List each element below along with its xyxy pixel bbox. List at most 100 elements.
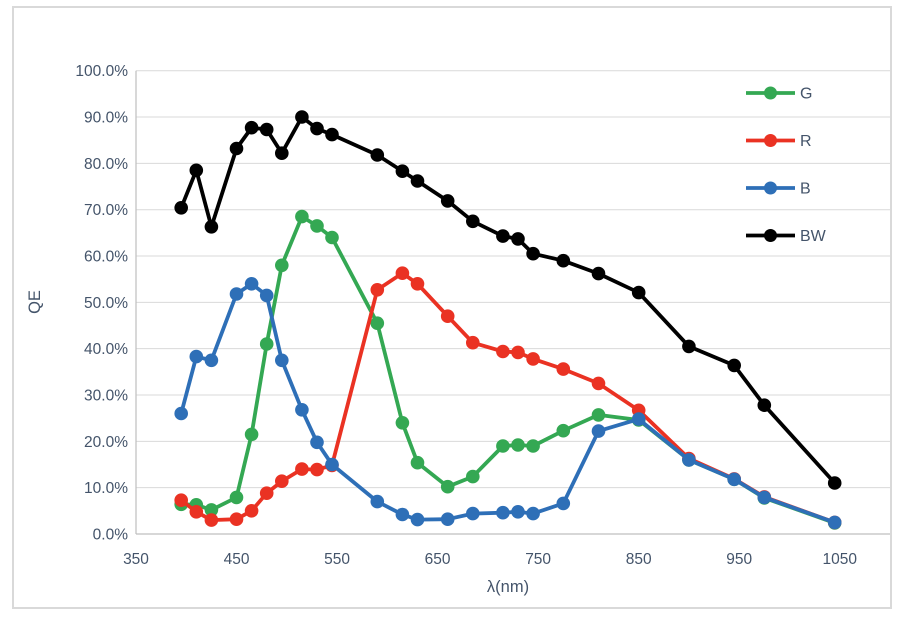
series-G-marker <box>511 438 525 452</box>
series-B-marker <box>204 353 219 368</box>
series-B-marker <box>556 496 571 511</box>
series-BW-marker <box>174 201 188 215</box>
series-B-marker <box>259 288 274 303</box>
series-B-marker <box>631 412 646 426</box>
series-BW-marker <box>727 358 741 373</box>
series-B-marker <box>229 287 244 301</box>
x-tick-label: 350 <box>123 551 149 568</box>
series-B-marker <box>395 507 410 522</box>
series-G-marker <box>496 439 510 453</box>
legend-marker-icon <box>764 134 777 147</box>
series-R-marker <box>204 513 219 527</box>
series-BW-marker <box>526 246 540 261</box>
legend-label: G <box>800 86 812 103</box>
x-tick-label: 950 <box>726 551 752 568</box>
series-R-marker <box>440 309 455 324</box>
series-BW-marker <box>259 122 274 137</box>
series-G-marker <box>370 316 385 331</box>
series-BW-marker <box>204 220 219 234</box>
x-tick-label: 750 <box>525 551 551 568</box>
series-B-marker <box>466 506 480 521</box>
series-R-marker <box>275 474 289 489</box>
series-BW-marker <box>440 194 455 208</box>
series-B-marker <box>189 349 204 364</box>
series-R-marker <box>310 462 324 477</box>
series-BW-marker <box>591 266 606 281</box>
series-B-marker <box>310 435 324 450</box>
y-tick-label: 0.0% <box>93 527 129 544</box>
series-R-marker <box>295 462 309 476</box>
series-R-marker <box>174 493 188 508</box>
series-G-marker <box>395 416 410 430</box>
legend-label: R <box>800 133 812 150</box>
series-G-marker <box>244 427 259 442</box>
series-G-marker <box>229 490 244 505</box>
series-BW-marker <box>631 285 646 300</box>
series-BW-marker <box>189 163 204 178</box>
series-B-marker <box>295 403 309 417</box>
series-G-marker <box>440 479 455 494</box>
y-tick-label: 90.0% <box>84 110 128 127</box>
series-R-marker <box>189 505 204 519</box>
y-tick-label: 100.0% <box>75 63 128 80</box>
series-B-marker <box>526 506 540 521</box>
series-BW-marker <box>466 214 480 229</box>
series-R-marker <box>591 376 606 391</box>
series-BW <box>174 110 842 490</box>
series-B-marker <box>496 505 510 520</box>
series-B-marker <box>591 424 606 438</box>
series-BW-marker <box>310 121 324 136</box>
series-B-marker <box>511 505 525 519</box>
series-G-marker <box>526 439 540 453</box>
series-B-marker <box>410 512 425 527</box>
series-G-marker <box>466 469 480 484</box>
legend-marker-icon <box>764 181 777 195</box>
series-B-marker <box>325 457 339 472</box>
series-B-marker <box>727 472 741 487</box>
x-tick-label: 650 <box>425 551 451 568</box>
series-BW-marker <box>496 229 510 243</box>
series-R-marker <box>229 512 244 526</box>
series-BW-marker <box>370 148 385 162</box>
series-BW-marker <box>244 120 259 135</box>
series-BW-marker <box>511 232 525 246</box>
series-G-marker <box>259 337 274 351</box>
series-BW-marker <box>410 174 425 188</box>
series-B-marker <box>244 277 259 291</box>
series-BW-marker <box>682 339 696 354</box>
x-tick-label: 1050 <box>822 551 857 568</box>
series-R-marker <box>370 283 385 297</box>
series-R-marker <box>466 335 480 350</box>
series-B-marker <box>757 490 772 505</box>
series-R-marker <box>556 362 571 376</box>
x-tick-label: 550 <box>324 551 350 568</box>
series-B-marker <box>174 406 188 421</box>
series-B-marker <box>370 494 385 509</box>
y-tick-label: 70.0% <box>84 202 128 219</box>
y-tick-label: 80.0% <box>84 156 128 173</box>
series-G-marker <box>556 423 571 438</box>
series-G-marker <box>325 230 339 245</box>
y-tick-label: 20.0% <box>84 434 128 451</box>
y-tick-label: 60.0% <box>84 249 128 266</box>
legend-item-G: G <box>746 86 812 103</box>
series-BW-marker <box>229 141 244 156</box>
x-tick-label: 850 <box>626 551 652 568</box>
series-R-marker <box>496 344 510 359</box>
series-BW-marker <box>275 146 289 160</box>
series-G <box>174 209 842 530</box>
series-G-marker <box>204 503 219 517</box>
y-axis-title: QE <box>26 290 44 314</box>
legend-item-B: B <box>746 181 811 198</box>
legend-item-BW: BW <box>746 228 827 245</box>
series-BW-marker <box>295 110 309 124</box>
series-BW-marker <box>556 253 571 268</box>
y-tick-label: 30.0% <box>84 388 128 405</box>
legend-item-R: R <box>746 133 812 150</box>
legend-label: BW <box>800 228 827 245</box>
series-B-marker <box>275 353 289 368</box>
series-B-marker <box>440 512 455 526</box>
legend-label: B <box>800 181 811 198</box>
series-B-marker <box>827 515 842 530</box>
